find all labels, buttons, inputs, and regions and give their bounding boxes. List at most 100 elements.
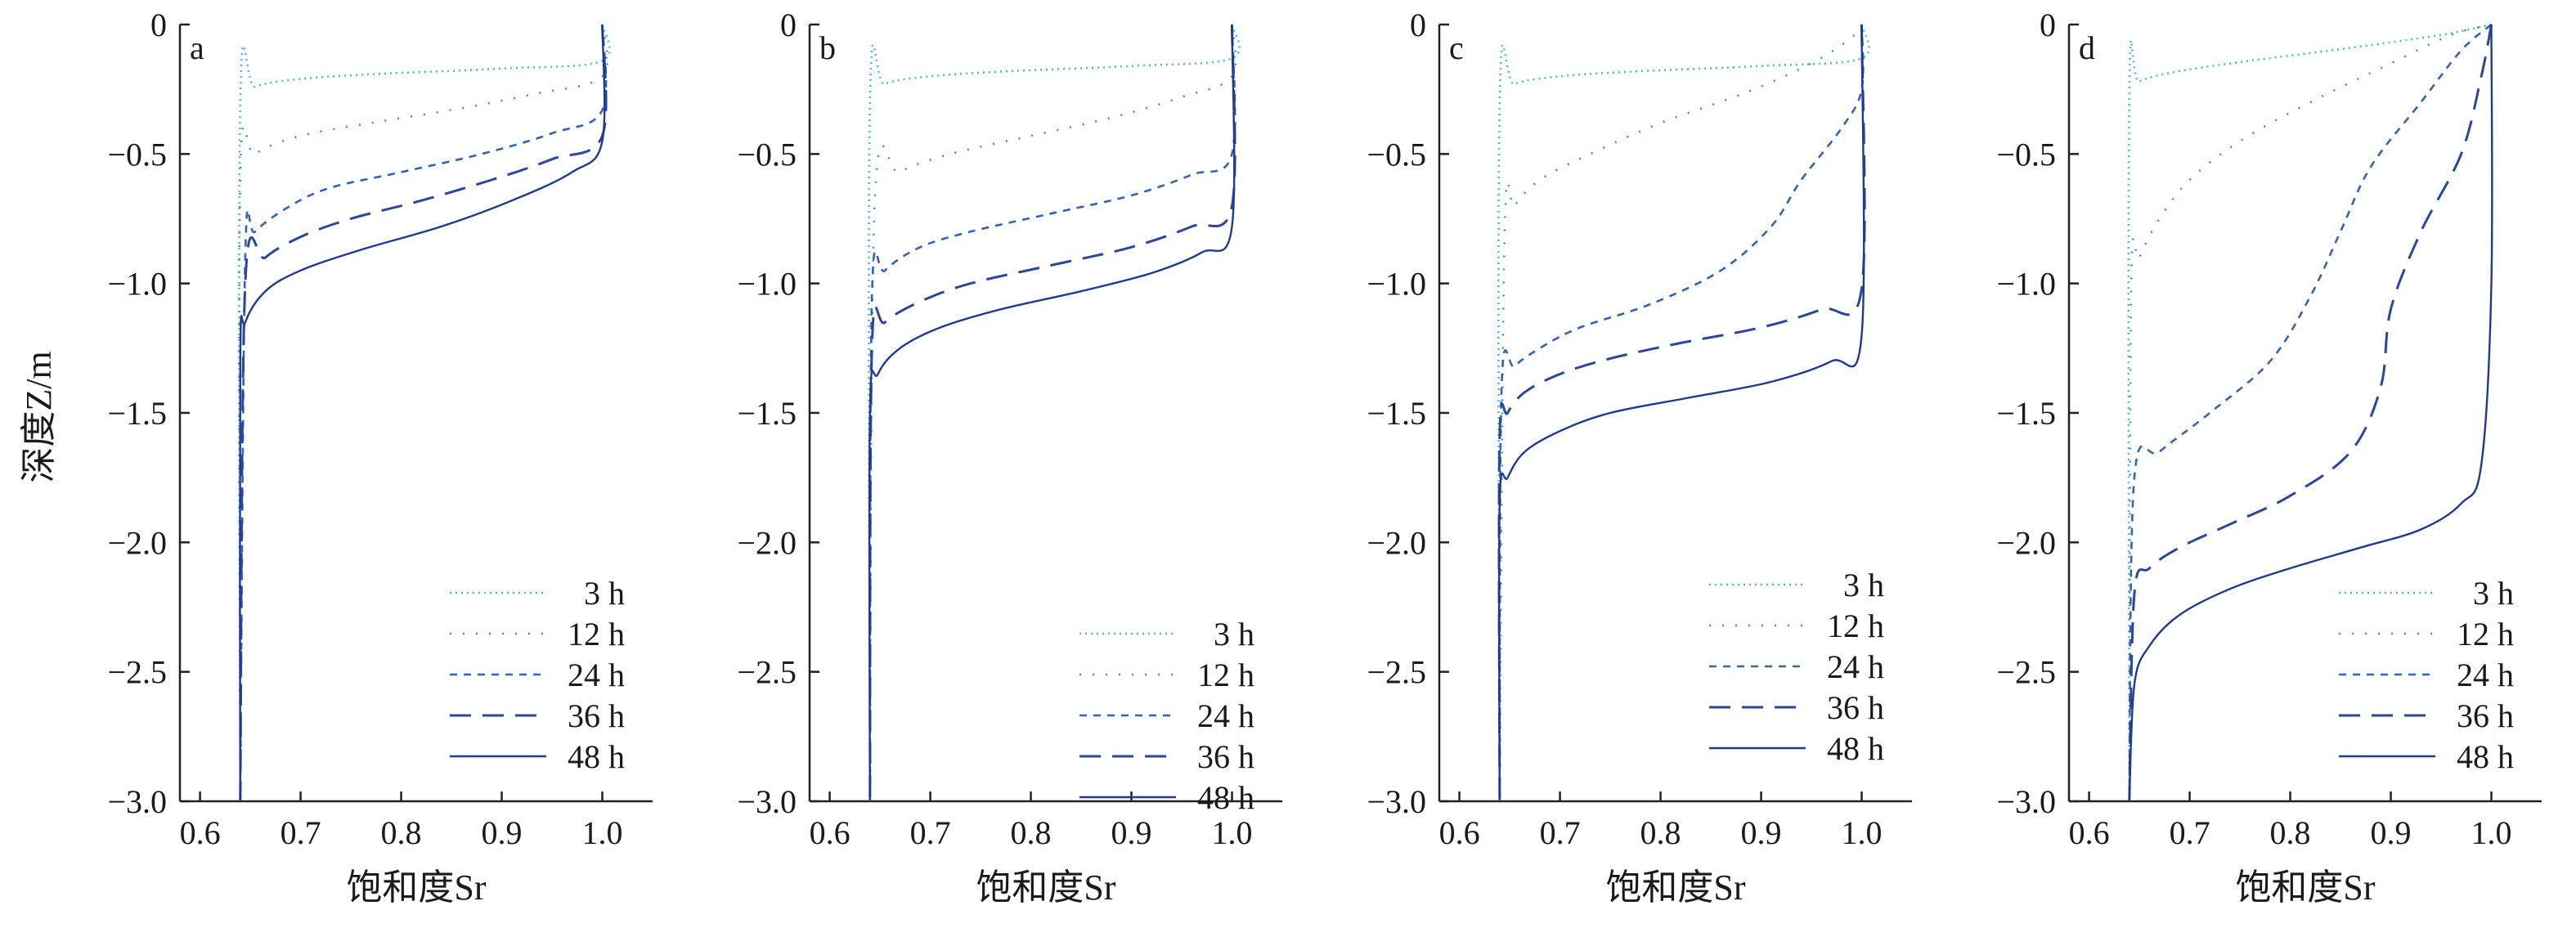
y-tick-label: −0.5: [1996, 136, 2056, 173]
legend-label: 12 h: [1827, 607, 1884, 644]
x-tick-label: 0.8: [381, 814, 422, 851]
series-line-36h: [1497, 24, 1866, 802]
panel-label: a: [190, 29, 204, 66]
y-tick-label: −1.5: [1367, 395, 1426, 432]
y-tick-label: −2.5: [737, 654, 797, 691]
panel-c: 0 −0.5 −1.0 −1.5 −2.0 −2.5 −3.0 0.6 0.7 0.8 0.9 1.0…: [1367, 7, 1912, 908]
legend-label: 12 h: [568, 616, 625, 652]
y-tick-label: −1.0: [1367, 266, 1426, 303]
series-line-3h: [868, 24, 1241, 802]
y-tick-label: −2.0: [1367, 524, 1426, 561]
x-tick-label: 0.7: [280, 814, 321, 851]
x-tick-label: 0.6: [810, 814, 850, 851]
y-tick-label: 0: [1410, 7, 1426, 43]
legend-label: 36 h: [1827, 689, 1884, 726]
x-tick-label: 0.7: [1540, 814, 1581, 851]
y-tick-label: 0: [2040, 7, 2056, 43]
y-axis-label: 深度Z/m: [19, 351, 59, 482]
y-tick-label: −2.0: [737, 524, 797, 561]
series-line-24h: [2128, 24, 2493, 802]
x-tick-label: 0.6: [1439, 814, 1480, 851]
y-tick-label: −2.5: [107, 654, 167, 691]
x-tick-label: 0.9: [1111, 814, 1152, 851]
panel-d: 0 −0.5 −1.0 −1.5 −2.0 −2.5 −3.0 0.6 0.7 0.8 0.9 1.0…: [1996, 7, 2542, 908]
y-tick-label: −1.0: [1996, 266, 2056, 303]
y-tick-label: −3.0: [1367, 783, 1426, 820]
legend-label: 24 h: [568, 657, 625, 693]
legend-label: 36 h: [2457, 697, 2514, 734]
y-tick-label: −1.5: [107, 395, 167, 432]
y-tick-label: −3.0: [1996, 783, 2056, 820]
series-line-36h: [868, 24, 1236, 802]
series-line-12h: [2128, 23, 2492, 802]
y-tick-label: −2.5: [1996, 654, 2056, 691]
x-tick-label: 0.6: [180, 814, 221, 851]
series-line-12h: [868, 24, 1237, 802]
series-line-36h: [2128, 24, 2493, 802]
panel-label: c: [1449, 29, 1464, 66]
y-tick-label: −3.0: [107, 783, 167, 820]
legend-label: 12 h: [1197, 657, 1254, 693]
x-tick-label: 1.0: [1212, 814, 1253, 851]
x-tick-label: 0.7: [910, 814, 951, 851]
y-tick-label: −0.5: [1367, 136, 1426, 173]
x-tick-label: 0.8: [1011, 814, 1052, 851]
x-tick-label: 1.0: [582, 814, 623, 851]
x-tick-label: 0.8: [2270, 814, 2311, 851]
panel-b: 0 −0.5 −1.0 −1.5 −2.0 −2.5 −3.0 0.6 0.7 0.8 0.9 1.0…: [737, 7, 1282, 908]
y-tick-label: 0: [780, 7, 797, 43]
x-axis-label: 饱和度Sr: [1605, 867, 1745, 908]
y-tick-label: −1.0: [107, 266, 167, 303]
series-line-36h: [239, 24, 608, 802]
series-line-24h: [868, 24, 1236, 802]
series-line-24h: [1498, 24, 1865, 802]
legend-label: 48 h: [1197, 779, 1254, 816]
series-line-3h: [238, 24, 611, 802]
panel-label: b: [819, 29, 836, 66]
legend-label: 24 h: [2457, 657, 2514, 693]
series-line-48h: [868, 24, 1236, 802]
panels: 0 −0.5 −1.0 −1.5 −2.0 −2.5 −3.0 0.6 0.7 0.8 0.9 1.0…: [107, 7, 2542, 908]
series-line-3h: [2127, 23, 2492, 802]
series-line-3h: [1497, 24, 1870, 802]
x-tick-label: 0.6: [2069, 814, 2110, 851]
series-line-12h: [1498, 24, 1863, 802]
legend-label: 48 h: [2457, 738, 2514, 775]
x-tick-label: 0.8: [1640, 814, 1681, 851]
legend-label: 3 h: [2473, 575, 2514, 612]
series-line-24h: [239, 24, 608, 802]
x-tick-label: 1.0: [2471, 814, 2512, 851]
legend-label: 36 h: [568, 697, 625, 734]
y-tick-label: −0.5: [107, 136, 167, 173]
y-tick-label: −1.5: [737, 395, 797, 432]
x-axis-label: 饱和度Sr: [346, 867, 486, 908]
x-tick-label: 0.7: [2170, 814, 2210, 851]
legend-label: 36 h: [1197, 738, 1254, 775]
x-axis-label: 饱和度Sr: [2235, 867, 2375, 908]
x-axis-label: 饱和度Sr: [976, 867, 1115, 908]
y-tick-label: −3.0: [737, 783, 797, 820]
legend-label: 3 h: [584, 575, 625, 612]
series-line-12h: [238, 24, 609, 802]
x-tick-label: 0.9: [1741, 814, 1782, 851]
panel-a: 0 −0.5 −1.0 −1.5 −2.0 −2.5 −3.0 0.6 0.7 0.8 0.9 1.0…: [107, 7, 653, 908]
y-tick-label: −2.5: [1367, 654, 1426, 691]
x-tick-label: 0.9: [2371, 814, 2412, 851]
legend-label: 12 h: [2457, 616, 2514, 652]
legend-label: 3 h: [1843, 567, 1884, 603]
y-tick-label: −2.0: [1996, 524, 2056, 561]
y-tick-label: −1.5: [1996, 395, 2056, 432]
y-tick-label: −1.0: [737, 266, 797, 303]
x-tick-label: 0.9: [482, 814, 523, 851]
x-tick-label: 1.0: [1842, 814, 1883, 851]
legend-label: 24 h: [1827, 648, 1884, 685]
series-line-48h: [239, 24, 606, 802]
series-line-48h: [2128, 24, 2493, 802]
legend-label: 24 h: [1197, 697, 1254, 734]
legend-label: 3 h: [1214, 616, 1254, 652]
series-line-48h: [1497, 24, 1865, 802]
legend-label: 48 h: [1827, 730, 1884, 767]
y-tick-label: −2.0: [107, 524, 167, 561]
y-tick-label: −0.5: [737, 136, 797, 173]
